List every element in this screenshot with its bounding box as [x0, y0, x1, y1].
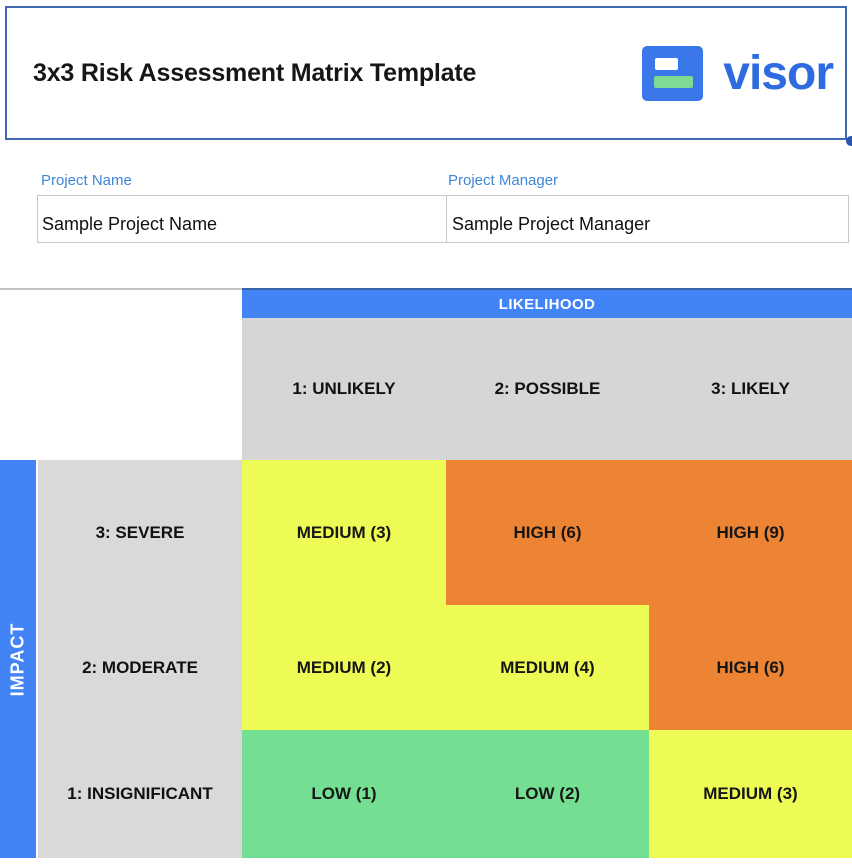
logo-bar-green [654, 75, 694, 88]
risk-cell-insignificant-likely[interactable]: MEDIUM (3) [649, 730, 852, 858]
row-label-severe: 3: SEVERE [95, 522, 185, 542]
risk-cell-insignificant-unlikely[interactable]: LOW (1) [242, 730, 446, 858]
page-title: 3x3 Risk Assessment Matrix Template [33, 58, 477, 87]
visor-logo: visor [642, 45, 834, 101]
risk-cell-moderate-likely[interactable]: HIGH (6) [649, 605, 852, 730]
likelihood-label-row [242, 318, 852, 460]
table-top-border [0, 288, 242, 290]
risk-cell-moderate-unlikely[interactable]: MEDIUM (2) [242, 605, 446, 730]
project-name-field[interactable]: Sample Project Name [38, 196, 447, 242]
risk-cell-severe-unlikely[interactable]: MEDIUM (3) [242, 460, 446, 605]
column-label-likely: 3: LIKELY [711, 379, 790, 398]
impact-header-bar: IMPACT [0, 460, 36, 858]
visor-wordmark: visor [723, 46, 834, 100]
column-label-unlikely: 1: UNLIKELY [292, 379, 396, 398]
header: 3x3 Risk Assessment Matrix Template viso… [5, 6, 847, 140]
row-label-moderate: 2: MODERATE [82, 657, 198, 677]
project-name-label: Project Name [41, 172, 132, 189]
risk-cell-insignificant-possible[interactable]: LOW (2) [446, 730, 649, 858]
impact-label-column [38, 460, 242, 858]
risk-cell-severe-possible[interactable]: HIGH (6) [446, 460, 649, 605]
visor-logo-icon [642, 45, 704, 101]
project-fields-row: Sample Project Name Sample Project Manag… [37, 195, 849, 243]
project-manager-field[interactable]: Sample Project Manager [452, 214, 651, 234]
likelihood-header-bar: LIKELIHOOD [242, 288, 852, 318]
row-label-insignificant: 1: INSIGNIFICANT [67, 784, 213, 803]
logo-bar-white [655, 57, 679, 70]
selection-handle-dot[interactable] [846, 136, 852, 146]
risk-cell-moderate-possible[interactable]: MEDIUM (4) [446, 605, 649, 730]
risk-cell-severe-likely[interactable]: HIGH (9) [649, 460, 852, 605]
impact-header-text: IMPACT [7, 622, 28, 696]
column-label-possible: 2: POSSIBLE [494, 379, 601, 398]
project-manager-label: Project Manager [448, 172, 559, 189]
